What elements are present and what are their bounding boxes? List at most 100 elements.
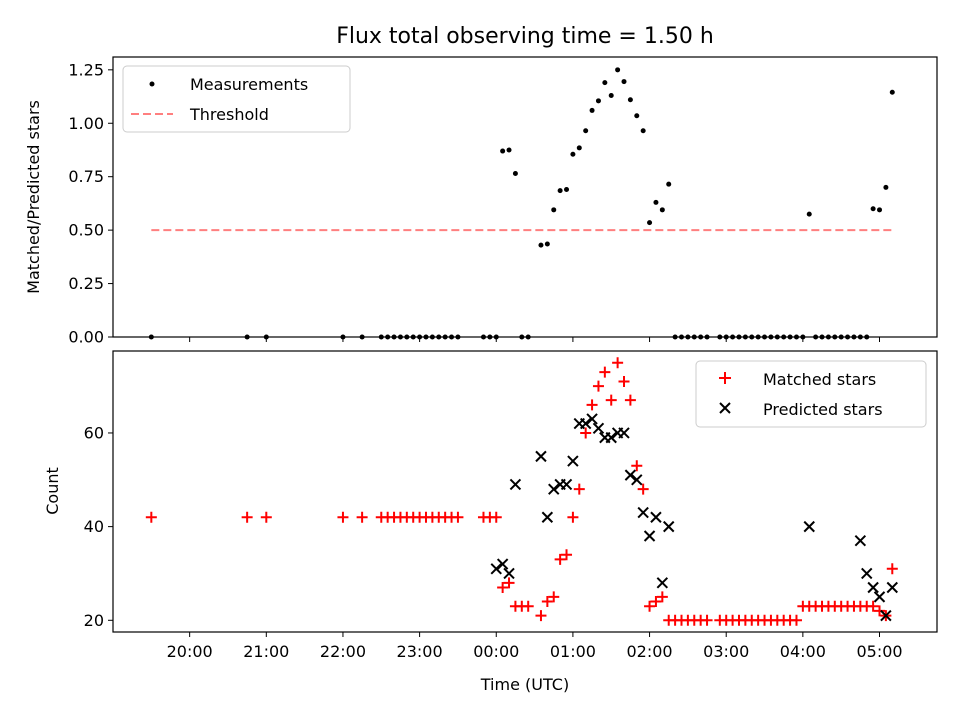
top-ytick-label: 1.00 xyxy=(68,114,104,133)
top-ytick-label: 0.75 xyxy=(68,167,104,186)
matched-star-point xyxy=(886,563,898,575)
matched-star-point xyxy=(337,511,349,523)
matched-star-point xyxy=(541,596,553,608)
matched-star-point xyxy=(260,511,272,523)
matched-star-point xyxy=(631,460,643,472)
predicted-star-point xyxy=(624,469,637,481)
xtick-label: 22:00 xyxy=(320,642,366,661)
measurement-point xyxy=(634,113,640,119)
measurement-point xyxy=(570,151,576,157)
matched-star-point xyxy=(586,399,598,411)
measurement-point xyxy=(589,107,595,113)
predicted-star-point xyxy=(567,455,579,467)
measurement-point xyxy=(870,206,876,212)
predicted-star-point xyxy=(637,506,649,519)
predicted-star-point xyxy=(663,520,675,533)
top-series-layer xyxy=(148,67,895,340)
x-axis-label: Time (UTC) xyxy=(480,675,569,694)
top-ytick-label: 1.25 xyxy=(68,60,104,79)
measurement-point xyxy=(640,128,646,134)
legend-predicted-marker xyxy=(719,402,731,414)
measurement-point xyxy=(608,92,614,98)
top-axes-frame xyxy=(112,56,938,338)
top-ytick-label: 0.50 xyxy=(68,221,104,240)
matched-star-point xyxy=(605,394,617,406)
xtick-label: 21:00 xyxy=(243,642,289,661)
predicted-star-point xyxy=(535,450,547,463)
matched-star-point xyxy=(522,600,534,612)
measurement-point xyxy=(621,79,627,85)
matched-star-point xyxy=(592,380,604,392)
measurement-point xyxy=(602,80,608,86)
measurement-point xyxy=(595,98,601,104)
top-legend: Measurements Threshold xyxy=(122,65,351,133)
measurement-point xyxy=(659,207,665,213)
predicted-star-point xyxy=(605,431,617,444)
matched-star-point xyxy=(867,600,879,612)
xtick-label: 23:00 xyxy=(397,642,443,661)
legend-matched-marker xyxy=(719,372,731,384)
legend-measurements-marker xyxy=(149,81,155,87)
matched-star-point xyxy=(554,553,566,565)
measurement-point xyxy=(557,188,563,194)
predicted-star-point xyxy=(509,478,522,491)
xtick-label: 03:00 xyxy=(703,642,749,661)
predicted-star-point xyxy=(656,577,669,589)
predicted-star-point xyxy=(541,511,554,523)
predicted-star-point xyxy=(548,483,560,495)
measurement-point xyxy=(564,187,570,193)
bottom-legend-box xyxy=(695,360,927,428)
matched-star-point xyxy=(573,483,585,495)
xtick-label: 20:00 xyxy=(167,642,213,661)
bottom-y-axis-label: Count xyxy=(43,467,62,515)
xtick-label: 00:00 xyxy=(473,642,519,661)
predicted-star-point xyxy=(803,520,815,533)
matched-star-point xyxy=(612,357,624,369)
xtick-label: 01:00 xyxy=(550,642,596,661)
predicted-star-point xyxy=(560,478,573,491)
matched-star-point xyxy=(503,577,515,589)
top-x-ticks xyxy=(189,337,881,342)
top-y-ticks: 0.00 0.25 0.50 0.75 1.00 1.25 xyxy=(68,60,113,347)
predicted-star-point xyxy=(579,417,592,430)
matched-star-point xyxy=(618,375,630,387)
xtick-label: 05:00 xyxy=(856,642,902,661)
predicted-star-point xyxy=(854,534,867,547)
predicted-star-point xyxy=(592,422,605,434)
bottom-ytick-label: 40 xyxy=(84,517,104,536)
predicted-star-point xyxy=(861,567,873,580)
measurement-point xyxy=(544,241,550,247)
matched-star-point xyxy=(790,614,802,626)
matched-star-point xyxy=(548,591,560,603)
top-legend-box xyxy=(122,65,351,133)
predicted-star-point xyxy=(650,511,662,523)
top-ytick-label: 0.25 xyxy=(68,274,104,293)
predicted-star-point xyxy=(586,413,598,425)
bottom-legend: Matched stars Predicted stars xyxy=(695,360,927,428)
legend-predicted-label: Predicted stars xyxy=(763,400,883,419)
predicted-star-point xyxy=(643,530,656,542)
legend-threshold-label: Threshold xyxy=(189,105,269,124)
measurement-point xyxy=(538,242,544,248)
predicted-star-point xyxy=(867,581,879,594)
measurement-point xyxy=(576,145,582,151)
matched-star-point xyxy=(145,511,157,523)
predicted-star-point xyxy=(886,581,898,594)
measurement-point xyxy=(615,67,621,73)
matched-star-point xyxy=(490,511,502,523)
matched-star-point xyxy=(650,596,662,608)
predicted-star-point xyxy=(490,563,502,575)
matched-star-point xyxy=(356,511,368,523)
measurement-point xyxy=(806,211,812,217)
matched-star-point xyxy=(599,366,611,378)
bottom-axes-frame xyxy=(112,350,938,633)
legend-measurements-label: Measurements xyxy=(190,75,308,94)
predicted-star-point xyxy=(873,591,886,603)
matched-star-point xyxy=(874,605,886,617)
top-y-axis-label: Matched/Predicted stars xyxy=(24,100,43,294)
matched-star-point xyxy=(637,483,649,495)
matched-star-point xyxy=(624,394,636,406)
matched-star-point xyxy=(567,511,579,523)
top-panel: 0.00 0.25 0.50 0.75 1.00 1.25 Matched/Predict… xyxy=(24,56,938,347)
